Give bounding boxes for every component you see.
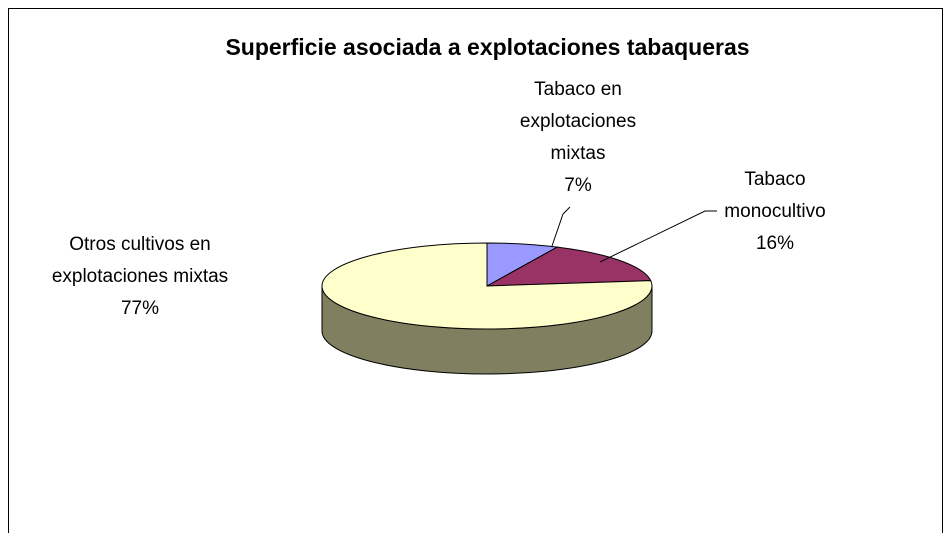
- slice-label: Tabaco monocultivo 16%: [715, 164, 835, 260]
- pie-slice: [321, 242, 653, 330]
- slice-label: Otros cultivos en explotaciones mixtas 77…: [45, 229, 235, 325]
- chart-title: Superficie asociada a explotaciones taba…: [225, 34, 750, 60]
- slice-name: Tabaco monocultivo: [724, 169, 826, 222]
- slice-percent: 77%: [120, 298, 160, 319]
- slice-percent: 7%: [564, 175, 592, 196]
- leader-line: [551, 206, 571, 247]
- slice-label: Tabaco en explotaciones mixtas 7%: [503, 74, 653, 202]
- pie-slice: [486, 246, 652, 287]
- slice-name: Tabaco en explotaciones mixtas: [519, 79, 637, 164]
- leader-line: [599, 210, 717, 263]
- slice-percent: 16%: [755, 233, 795, 254]
- slice-name: Otros cultivos en explotaciones mixtas: [51, 234, 229, 287]
